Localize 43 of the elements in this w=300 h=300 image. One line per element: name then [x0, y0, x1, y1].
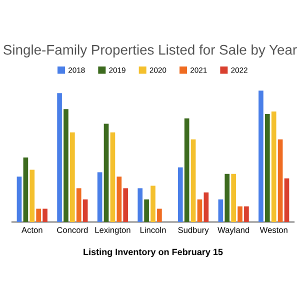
bar: [57, 93, 62, 222]
x-tick-label: Acton: [22, 227, 42, 233]
bar: [197, 199, 202, 222]
bar: [204, 192, 209, 222]
x-tick-label: Sudbury: [178, 226, 209, 235]
x-axis-title: Listing Inventory on February 15: [84, 248, 223, 257]
bar: [42, 208, 48, 222]
x-tick-label: Concord: [57, 226, 88, 233]
bar: [264, 114, 270, 222]
bar: [258, 90, 264, 222]
bar: [30, 170, 35, 222]
bar: [224, 174, 230, 222]
chart-title: Single-Family Properties Listed for Sale by Year: [4, 44, 297, 58]
x-tick-label: Lexington: [95, 226, 130, 235]
bar: [284, 178, 290, 222]
bar: [70, 132, 75, 222]
bar: [184, 118, 190, 222]
bar: [278, 139, 283, 222]
bar: [238, 206, 242, 222]
bar: [178, 167, 183, 222]
bar: [110, 132, 116, 222]
x-tick-label: Lincoln: [140, 226, 166, 233]
bar: [82, 199, 88, 222]
bar: [190, 139, 196, 222]
bar: [64, 109, 68, 222]
bar: [36, 208, 42, 222]
x-tick-label: Wayland: [218, 226, 250, 235]
bar: [271, 111, 276, 222]
bar: [231, 174, 236, 222]
bar: [218, 199, 224, 222]
x-tick-label: Weston: [260, 227, 288, 233]
bar: [104, 124, 109, 222]
bar: [16, 176, 22, 222]
bar: [138, 188, 143, 222]
bar: [97, 172, 102, 222]
bar: [23, 157, 28, 222]
bar: [244, 206, 249, 222]
bar: [157, 208, 162, 222]
bar: [144, 199, 149, 222]
bar: [76, 188, 82, 222]
bar: [123, 188, 128, 222]
bar: [116, 176, 122, 222]
bar: [150, 186, 156, 222]
